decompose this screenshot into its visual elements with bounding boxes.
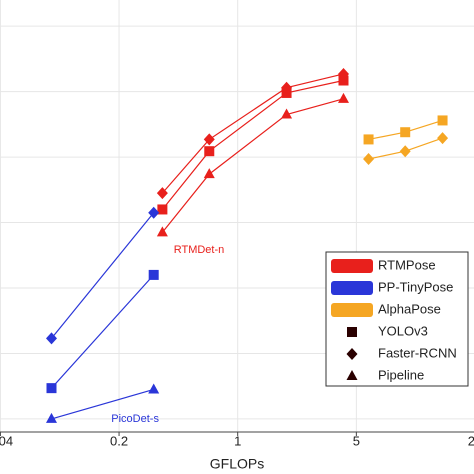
marker-diamond bbox=[281, 81, 293, 94]
marker-diamond bbox=[399, 145, 411, 158]
series-line bbox=[51, 212, 155, 339]
marker-diamond bbox=[346, 348, 358, 360]
marker-diamond bbox=[363, 153, 375, 166]
marker-triangle bbox=[45, 412, 57, 423]
marker-diamond bbox=[437, 132, 449, 145]
annotation: PicoDet-s bbox=[111, 413, 159, 425]
marker-diamond bbox=[337, 67, 349, 80]
legend-box bbox=[325, 251, 469, 387]
marker-triangle bbox=[281, 108, 293, 119]
legend-swatch bbox=[331, 303, 373, 317]
legend-label: RTMPose bbox=[378, 257, 436, 272]
x-axis-label: GFLOPs bbox=[210, 456, 264, 472]
marker-square bbox=[148, 269, 159, 280]
marker-triangle bbox=[203, 168, 215, 179]
legend-label: PP-TinyPose bbox=[378, 279, 453, 294]
x-tick-label: 1 bbox=[234, 433, 241, 448]
marker-triangle bbox=[156, 226, 168, 237]
marker-square bbox=[338, 75, 349, 86]
series-line bbox=[161, 73, 344, 194]
marker-diamond bbox=[148, 206, 160, 219]
marker-triangle bbox=[148, 383, 160, 394]
marker-square bbox=[46, 383, 57, 394]
marker-diamond bbox=[156, 187, 168, 200]
legend-swatch bbox=[331, 259, 373, 273]
x-tick-label: 0.2 bbox=[110, 433, 128, 448]
legend-swatch bbox=[331, 281, 373, 295]
series-line bbox=[51, 388, 154, 420]
marker-square bbox=[157, 204, 168, 215]
series-line bbox=[51, 274, 155, 389]
annotation: RTMDet-n bbox=[174, 244, 225, 256]
marker-square bbox=[437, 115, 448, 126]
legend-label: Pipeline bbox=[378, 367, 424, 382]
x-tick-label: 25 bbox=[468, 433, 474, 448]
marker-square bbox=[400, 127, 411, 138]
marker-square bbox=[204, 146, 215, 157]
x-tick-label: 0.04 bbox=[0, 433, 13, 448]
x-tick-label: 5 bbox=[353, 433, 360, 448]
marker-diamond bbox=[203, 133, 215, 146]
marker-square bbox=[363, 134, 374, 145]
marker-square bbox=[347, 327, 357, 337]
legend-label: YOLOv3 bbox=[378, 323, 428, 338]
marker-diamond bbox=[45, 332, 57, 345]
legend-label: AlphaPose bbox=[378, 301, 441, 316]
series-line bbox=[161, 98, 344, 233]
marker-triangle bbox=[337, 92, 349, 103]
series-line bbox=[161, 79, 344, 210]
marker-triangle bbox=[346, 370, 358, 380]
legend-label: Faster-RCNN bbox=[378, 345, 457, 360]
